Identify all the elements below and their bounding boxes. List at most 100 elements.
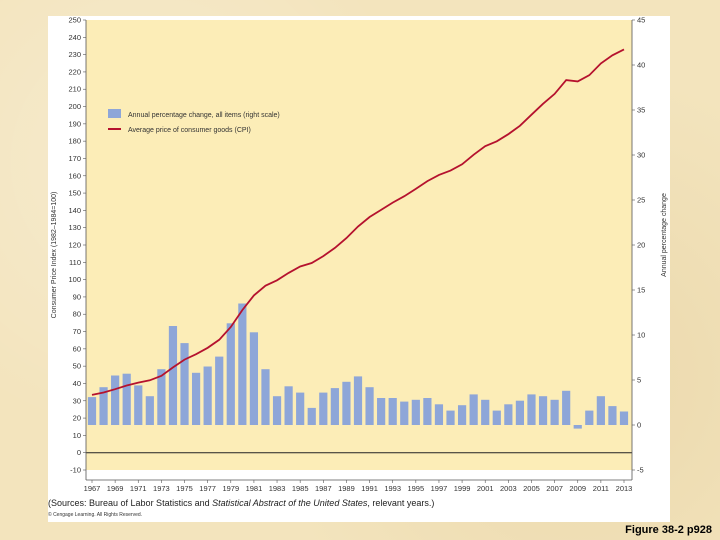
right-tick-label-20: 20 [637, 241, 645, 250]
left-tick-label-80: 80 [73, 310, 81, 319]
x-tick-label-1985: 1985 [292, 484, 309, 493]
left-tick-label-20: 20 [73, 414, 81, 423]
sources-italic: Statistical Abstract of the United State… [212, 498, 368, 508]
bar-1989 [342, 381, 351, 425]
bar-1976 [191, 372, 201, 425]
x-tick-label-1971: 1971 [130, 484, 147, 493]
bar-1990 [353, 376, 363, 425]
left-tick-label-140: 140 [68, 206, 81, 215]
x-tick-label-2009: 2009 [569, 484, 586, 493]
bar-1982 [261, 369, 270, 425]
bar-2002 [492, 410, 501, 425]
right-tick-label-10: 10 [637, 331, 645, 340]
left-tick-label-30: 30 [73, 396, 81, 405]
bar-1970 [122, 373, 131, 425]
left-tick-label-120: 120 [68, 241, 81, 250]
sources-note: (Sources: Bureau of Labor Statistics and… [48, 498, 434, 508]
figure-panel: -10 0 10 20 30 40 50 60 70 80 90 100 110 120 130 140 150… [48, 16, 670, 522]
left-tick-label-200: 200 [68, 102, 81, 111]
x-tick-label-2003: 2003 [500, 484, 517, 493]
x-tick-label-1979: 1979 [222, 484, 239, 493]
bar-1968 [99, 387, 108, 425]
bar-1984 [284, 386, 293, 425]
bar-1997 [434, 404, 444, 425]
bar-1992 [377, 398, 386, 425]
x-tick-label-2001: 2001 [477, 484, 494, 493]
bar-1986 [307, 407, 316, 425]
x-tick-label-1973: 1973 [153, 484, 170, 493]
x-tick-label-1995: 1995 [407, 484, 424, 493]
x-tick-label-2007: 2007 [546, 484, 563, 493]
left-tick-label-250: 250 [68, 16, 81, 25]
bar-2000 [469, 394, 478, 425]
right-tick-label--5: -5 [637, 466, 644, 475]
legend-swatch-bars [108, 109, 121, 118]
bar-1983 [272, 396, 282, 425]
left-tick-label-230: 230 [68, 50, 81, 59]
bar-1979 [226, 323, 235, 425]
legend-label-bars: Annual percentage change, all items (rig… [128, 112, 280, 119]
x-tick-label-1993: 1993 [384, 484, 401, 493]
left-tick-label-150: 150 [68, 189, 81, 198]
bar-2004 [515, 400, 525, 425]
sources-prefix: (Sources: Bureau of Labor Statistics and [48, 498, 213, 508]
x-tick-label-2013: 2013 [616, 484, 633, 493]
right-axis-title: Annual percentage change [661, 193, 668, 277]
bar-1994 [400, 401, 409, 425]
bar-2005 [527, 394, 536, 425]
right-tick-label-30: 30 [637, 151, 645, 160]
left-tick-label-220: 220 [68, 67, 81, 76]
left-tick-label-100: 100 [68, 275, 81, 284]
bar-1996 [423, 398, 432, 425]
bar-2011 [596, 396, 605, 425]
left-tick-label-190: 190 [68, 119, 81, 128]
x-tick-label-1967: 1967 [84, 484, 101, 493]
bar-1972 [145, 396, 154, 425]
bar-1977 [203, 366, 212, 425]
bar-2013 [619, 411, 629, 425]
x-tick-label-1969: 1969 [107, 484, 124, 493]
bar-1967 [87, 397, 97, 425]
right-tick-label-40: 40 [637, 61, 645, 70]
left-tick-label-210: 210 [68, 85, 81, 94]
bar-1969 [111, 375, 120, 425]
cpi-chart: -100102030405060708090100110120130140150… [51, 16, 668, 493]
left-tick-label-110: 110 [69, 258, 81, 267]
bar-1973 [157, 369, 166, 425]
left-axis-title: Consumer Price Index (1982–1984=100) [51, 192, 58, 319]
left-tick-label-50: 50 [73, 362, 81, 371]
bar-1995 [411, 399, 420, 425]
x-tick-label-1977: 1977 [199, 484, 216, 493]
bar-2012 [608, 406, 617, 425]
bar-2001 [481, 399, 490, 425]
right-tick-label-25: 25 [637, 196, 645, 205]
x-tick-label-2005: 2005 [523, 484, 540, 493]
left-tick-label-90: 90 [73, 292, 81, 301]
figure-label: Figure 38-2 p928 [625, 524, 712, 536]
sources-suffix: , relevant years.) [367, 498, 435, 508]
legend-label-line: Average price of consumer goods (CPI) [128, 127, 251, 134]
bar-1981 [249, 332, 259, 425]
bar-2008 [562, 390, 571, 425]
left-tick-label-70: 70 [73, 327, 81, 336]
right-tick-label-35: 35 [637, 106, 645, 115]
copyright-note: © Cengage Learning. All Rights Reserved. [48, 512, 143, 518]
bar-1999 [457, 405, 467, 425]
left-tick-label-240: 240 [68, 33, 81, 42]
bar-1980 [238, 303, 247, 425]
left-tick-label-10: 10 [73, 431, 81, 440]
right-tick-label-5: 5 [637, 376, 641, 385]
bar-2006 [538, 396, 548, 425]
cpi-line [91, 48, 625, 396]
bar-1998 [446, 410, 455, 425]
right-tick-label-15: 15 [637, 286, 645, 295]
bar-1974 [168, 326, 178, 425]
left-tick-label-170: 170 [68, 154, 81, 163]
bar-1987 [319, 392, 328, 425]
bar-2003 [504, 404, 513, 425]
right-tick-label-0: 0 [637, 421, 641, 430]
bar-1993 [388, 398, 397, 425]
bar-1988 [330, 388, 339, 425]
bar-1975 [180, 343, 189, 425]
left-tick-label-0: 0 [77, 448, 81, 457]
